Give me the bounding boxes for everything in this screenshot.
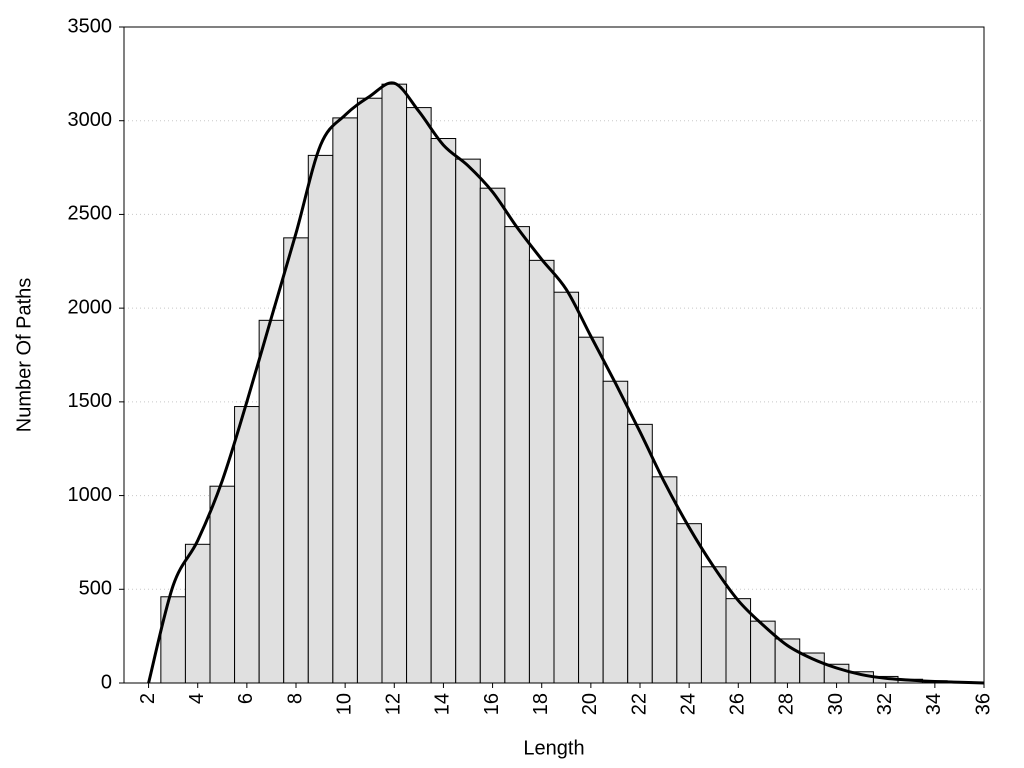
x-tick-label: 34 [923, 693, 945, 715]
x-tick-label: 24 [677, 693, 699, 715]
bar [209, 485, 236, 684]
bar [479, 187, 506, 684]
x-tick-label: 26 [727, 693, 749, 715]
x-tick-label: 30 [825, 693, 847, 715]
bar [258, 319, 285, 684]
y-tick-label: 0 [101, 671, 112, 693]
bar [307, 154, 334, 684]
bar [184, 543, 211, 684]
bar [283, 237, 309, 684]
bar [455, 158, 481, 684]
x-tick-label: 22 [628, 693, 650, 715]
bar [332, 117, 358, 684]
x-tick-label: 6 [235, 693, 257, 704]
x-tick-label: 28 [776, 693, 798, 715]
bar [676, 523, 702, 684]
bar [528, 259, 555, 684]
x-tick-label: 10 [333, 693, 355, 715]
bar [430, 138, 457, 684]
bar [381, 83, 408, 684]
x-tick-label: 20 [579, 693, 601, 715]
bar [602, 380, 629, 684]
plot-frame [123, 26, 985, 684]
density-line [147, 81, 985, 685]
x-axis-label: Length [523, 737, 584, 759]
x-tick-label: 36 [972, 693, 994, 715]
x-tick-label: 12 [383, 693, 405, 715]
y-tick-label: 3000 [68, 109, 113, 131]
x-tick-label: 8 [284, 693, 306, 704]
x-tick-label: 14 [432, 693, 454, 715]
x-tick-label: 32 [874, 693, 896, 715]
bar [406, 107, 432, 684]
y-tick-label: 3500 [68, 15, 113, 37]
x-tick-label: 16 [481, 693, 503, 715]
bar [356, 97, 383, 684]
x-tick-label: 4 [186, 693, 208, 704]
y-tick-label: 1000 [68, 484, 113, 506]
bar [725, 598, 752, 684]
bar [553, 291, 580, 684]
y-tick-label: 1500 [68, 390, 113, 412]
bar [234, 406, 260, 684]
bar [700, 566, 727, 684]
bar [750, 620, 776, 684]
x-tick-label: 2 [137, 693, 159, 704]
bar [627, 423, 653, 684]
y-tick-label: 500 [79, 578, 112, 600]
bar [504, 226, 530, 684]
y-tick-label: 2000 [68, 296, 113, 318]
y-tick-label: 2500 [68, 203, 113, 225]
x-tick-label: 18 [530, 693, 552, 715]
bar [651, 476, 678, 684]
y-axis-label: Number Of Paths [13, 278, 35, 433]
bar [160, 596, 186, 684]
bar [578, 336, 604, 684]
